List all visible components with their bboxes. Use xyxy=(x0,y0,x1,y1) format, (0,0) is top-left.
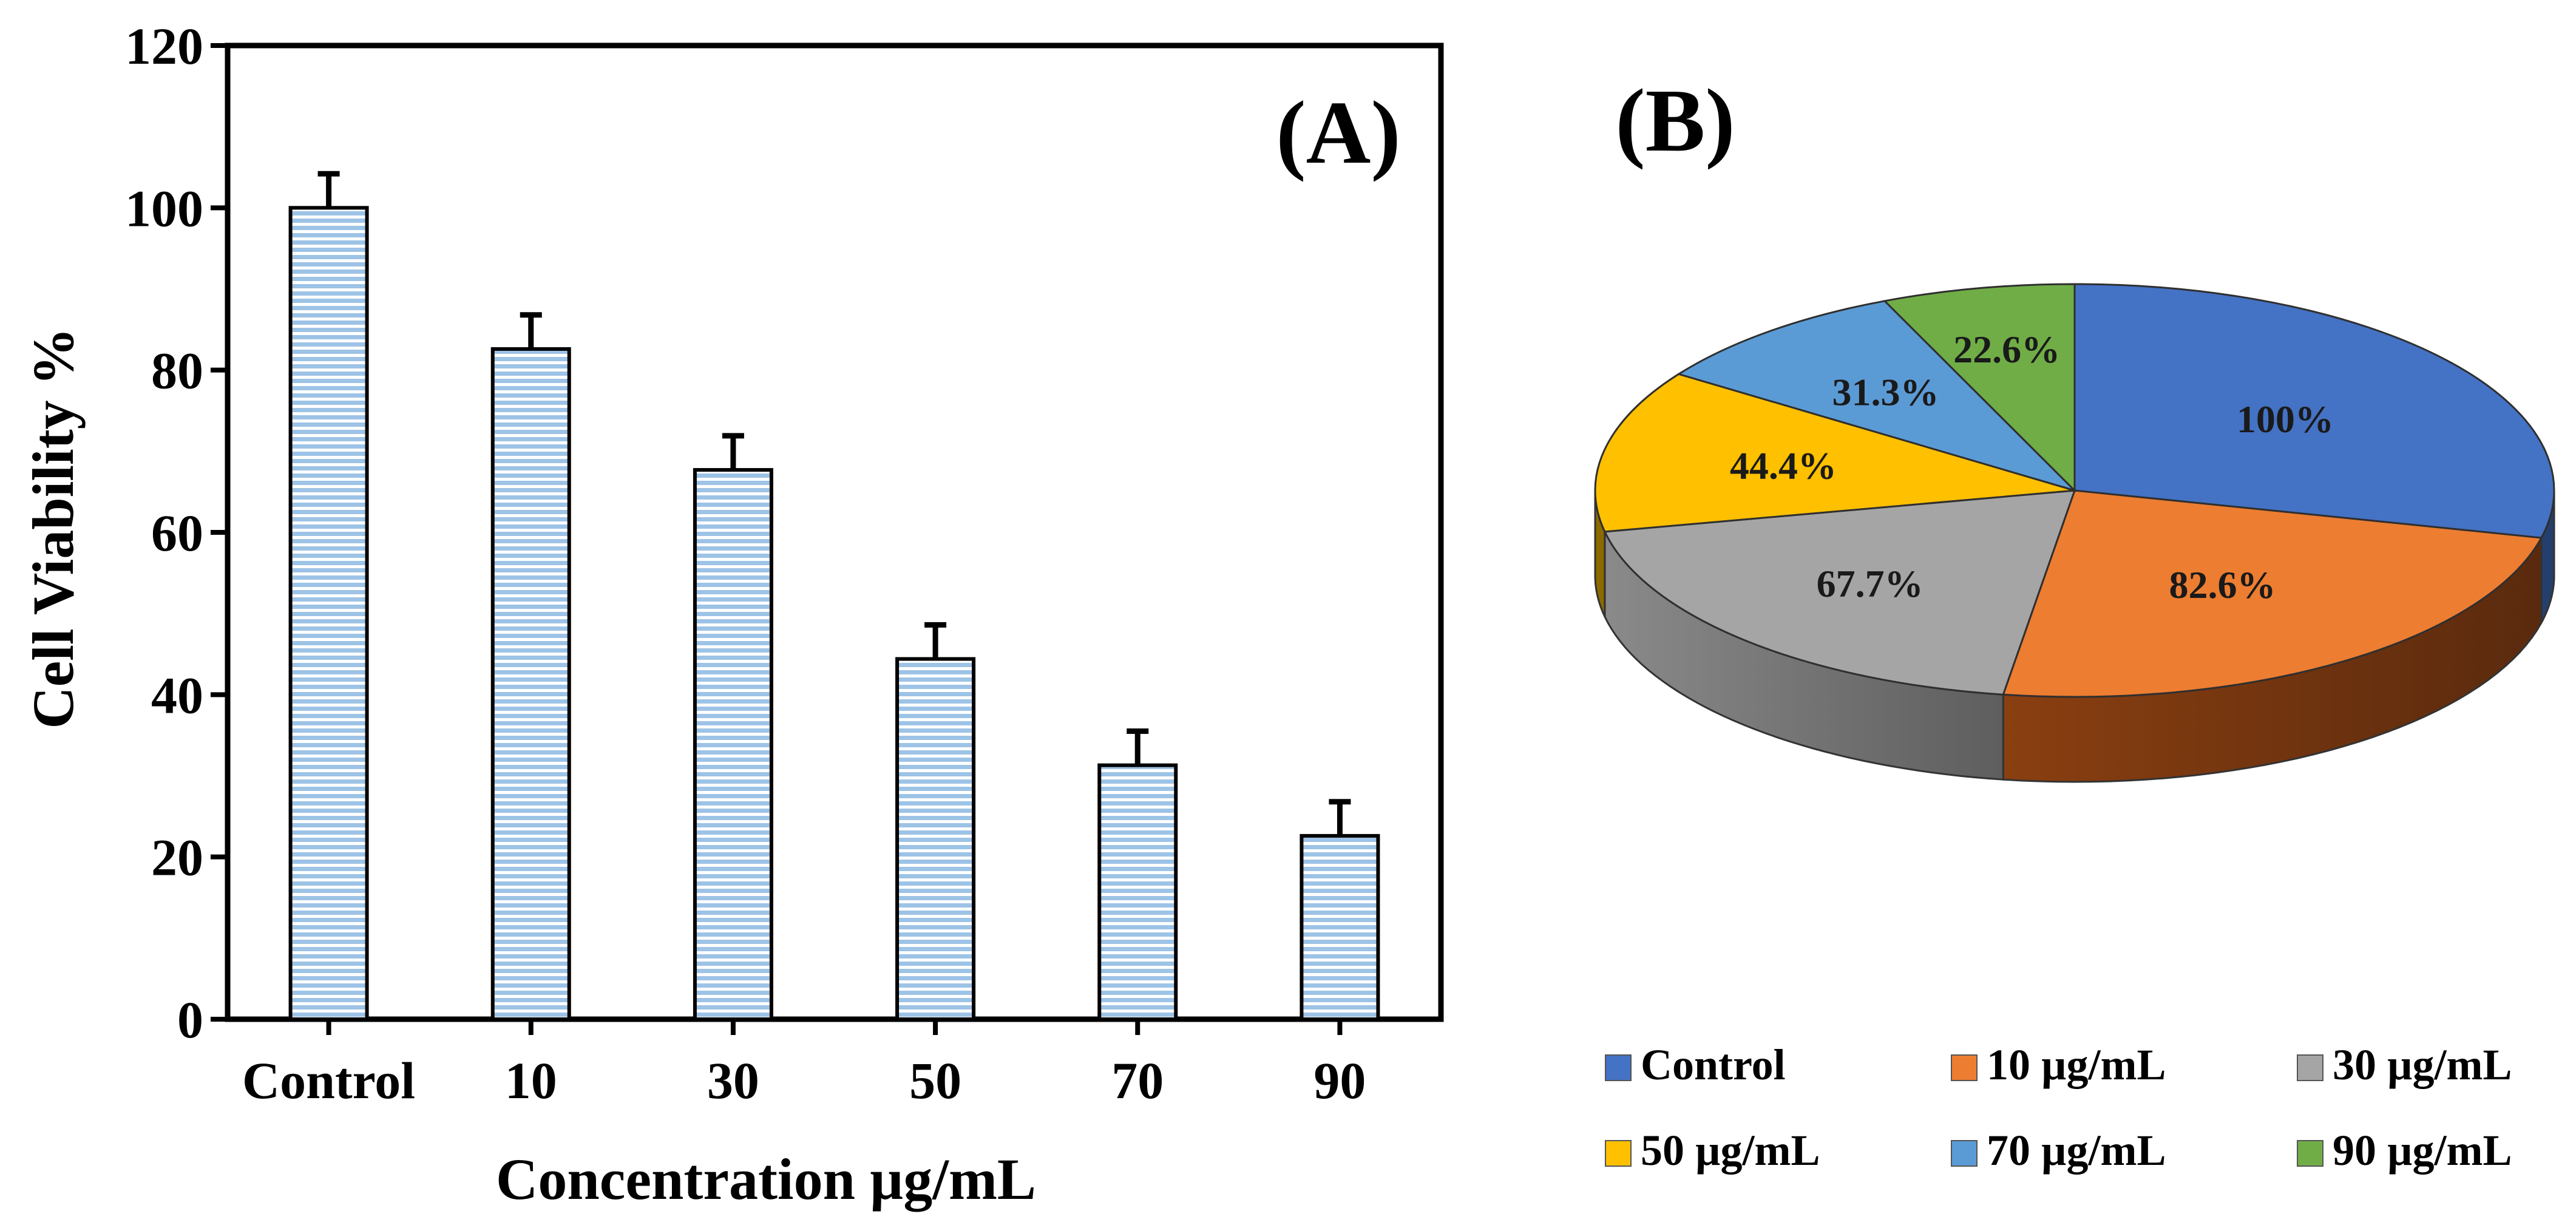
bar xyxy=(490,347,571,1021)
bar-chart: 0 20 40 60 80 100 120 Control 10 30 50 70 90 (A) Co… xyxy=(21,17,1444,1212)
panel-label-a: (A) xyxy=(1276,83,1400,183)
bars xyxy=(288,171,1380,1021)
pie-slice xyxy=(1594,373,2075,533)
pie-chart: (B) 100% 82.6% 67.7% 44.4% 31.3% 22.6% Contro… xyxy=(1594,71,2555,1175)
y-tick-label: 120 xyxy=(125,17,203,75)
bar xyxy=(895,657,976,1021)
x-axis-title: Concentration µg/mL xyxy=(496,1147,1036,1212)
pie-slice xyxy=(2002,489,2543,698)
y-axis-title: Cell Viability % xyxy=(21,327,86,728)
y-tick-label: 100 xyxy=(125,179,203,237)
bar xyxy=(288,206,369,1021)
legend-label: 10 µg/mL xyxy=(1987,1040,2166,1089)
bar xyxy=(1097,763,1178,1021)
legend-swatch xyxy=(1605,1054,1632,1081)
x-tick-label: 90 xyxy=(1313,1051,1366,1110)
y-axis: 0 20 40 60 80 100 120 xyxy=(125,17,228,1049)
pie-slice xyxy=(1603,489,2076,696)
pie-data-label: 82.6% xyxy=(2169,563,2276,606)
legend-swatch xyxy=(2297,1140,2323,1167)
pie-slice xyxy=(1676,300,2076,492)
x-tick-label: 30 xyxy=(707,1051,759,1110)
pie-data-label: 31.3% xyxy=(1832,370,1939,413)
pie-data-label: 67.7% xyxy=(1817,562,1924,605)
x-tick-label: Control xyxy=(242,1051,415,1110)
y-tick-label: 0 xyxy=(177,991,203,1049)
pie-data-label: 100% xyxy=(2237,398,2334,441)
plot-frame xyxy=(225,42,1444,1022)
pie-slices xyxy=(1594,283,2555,698)
panel-label-b: (B) xyxy=(1615,71,1735,171)
legend-label: 50 µg/mL xyxy=(1641,1126,1820,1175)
pie-slice xyxy=(1882,283,2076,493)
pie-data-label: 44.4% xyxy=(1730,444,1837,487)
legend-swatch xyxy=(1951,1054,1978,1081)
legend-label: 90 µg/mL xyxy=(2333,1126,2512,1175)
pie-data-labels: 100% 82.6% 67.7% 44.4% 31.3% 22.6% xyxy=(1730,328,2334,606)
legend-label: 70 µg/mL xyxy=(1987,1126,2166,1175)
legend: Control 10 µg/mL 30 µg/mL 50 µg/mL 70 µg/mL 9… xyxy=(1605,1040,2512,1175)
legend-swatch xyxy=(1951,1140,1978,1167)
bar xyxy=(1300,833,1380,1021)
legend-label: Control xyxy=(1641,1040,1786,1089)
y-tick-label: 40 xyxy=(151,666,203,724)
pie-slice xyxy=(2073,283,2555,539)
y-tick-label: 20 xyxy=(151,829,203,887)
legend-label: 30 µg/mL xyxy=(2333,1040,2512,1089)
bar xyxy=(693,468,773,1021)
y-tick-label: 80 xyxy=(151,342,203,400)
legend-swatch xyxy=(2297,1054,2323,1081)
x-axis: Control 10 30 50 70 90 xyxy=(242,1019,1366,1110)
legend-swatch xyxy=(1605,1140,1632,1167)
x-tick-label: 70 xyxy=(1111,1051,1164,1110)
pie-data-label: 22.6% xyxy=(1953,328,2060,371)
x-tick-label: 10 xyxy=(505,1051,557,1110)
x-tick-label: 50 xyxy=(909,1051,961,1110)
y-tick-label: 60 xyxy=(151,504,203,562)
